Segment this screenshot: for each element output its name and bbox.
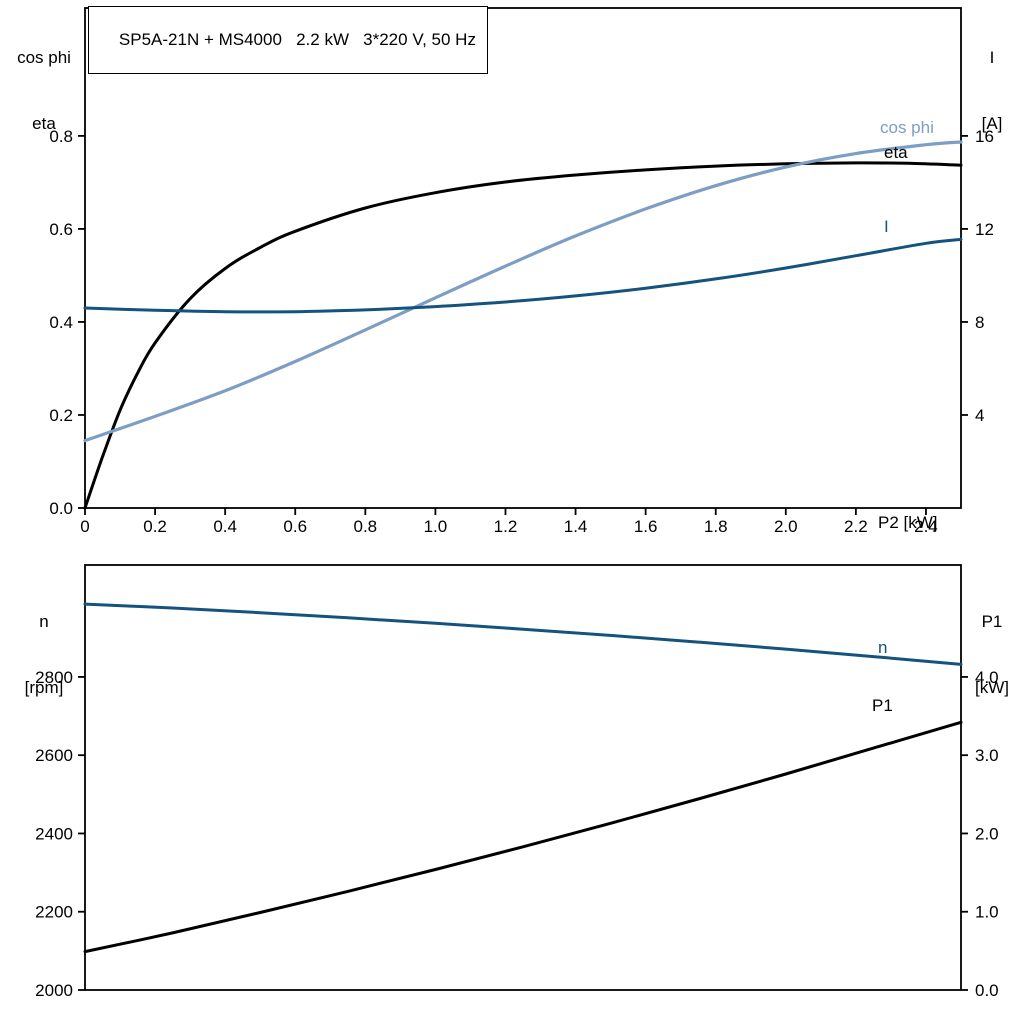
cos-phi-curve-label: cos phi — [880, 118, 934, 137]
eta-axis-label: eta — [32, 114, 56, 133]
chart-title: SP5A-21N + MS4000 2.2 kW 3*220 V, 50 Hz — [118, 30, 476, 49]
x-axis-tick-label: 0.4 — [213, 517, 237, 536]
right-axis-tick-label: 4 — [975, 406, 984, 425]
right-axis-tick-label: 2.0 — [975, 824, 999, 843]
x-axis-tick-label: 0.2 — [143, 517, 167, 536]
current-unit-label: [A] — [981, 114, 1003, 133]
left-axis-tick-label: 2600 — [35, 746, 73, 765]
motor-electrical-panel-frame — [84, 7, 962, 509]
curve-i — [83, 237, 963, 314]
x-axis-tick-label: 0.6 — [283, 517, 307, 536]
curve-eta — [83, 161, 963, 510]
left-axis-tick-label: 0.8 — [49, 127, 73, 146]
cos-phi-axis-label: cos phi — [17, 48, 71, 67]
x-axis-title: P2 [kW] — [878, 513, 938, 532]
left-axis-tick-label: 0.4 — [49, 313, 73, 332]
left-axis-tick-label: 2800 — [35, 668, 73, 687]
x-axis-tick-label: 2.4 — [914, 517, 938, 536]
right-axis-tick-label: 4.0 — [975, 668, 999, 687]
chart-title-box: SP5A-21N + MS4000 2.2 kW 3*220 V, 50 Hz — [88, 6, 488, 74]
left-axis-tick-label: 0.6 — [49, 220, 73, 239]
speed-curve-label: n — [878, 638, 888, 657]
x-axis-tick-label: 1.6 — [634, 517, 658, 536]
x-axis-tick-label: 1.4 — [564, 517, 588, 536]
curve-p1 — [83, 720, 963, 954]
speed-power-panel-frame — [84, 564, 962, 991]
power-axis-label: P1 — [981, 612, 1003, 631]
x-axis-tick-label: 0.8 — [353, 517, 377, 536]
x-axis-tick-label: 0 — [80, 517, 89, 536]
right-axis-tick-label: 3.0 — [975, 746, 999, 765]
x-axis-tick-label: 1.0 — [424, 517, 448, 536]
right-axis-tick-label: 1.0 — [975, 903, 999, 922]
x-axis-tick-label: 2.0 — [774, 517, 798, 536]
left-axis-tick-label: 0.2 — [49, 406, 73, 425]
right-axis-tick-label: 0.0 — [975, 981, 999, 1000]
eta-curve-label: eta — [884, 143, 908, 162]
speed-unit-label: [rpm] — [24, 678, 64, 697]
curve-n — [83, 602, 963, 666]
left-axis-tick-label: 2200 — [35, 903, 73, 922]
right-axis-tick-label: 8 — [975, 313, 984, 332]
right-axis-tick-label: 16 — [975, 127, 994, 146]
x-axis-tick-label: 2.2 — [844, 517, 868, 536]
left-axis-title-bottom: n [rpm] — [2, 567, 86, 743]
curve-cos-phi — [83, 140, 963, 443]
right-axis-title-bottom: P1 [kW] — [962, 567, 1022, 743]
power-curve-label: P1 — [872, 696, 893, 715]
left-axis-title-top: cos phi eta — [2, 3, 86, 179]
left-axis-tick-label: 2400 — [35, 824, 73, 843]
current-curve-label: I — [884, 217, 889, 236]
left-axis-tick-label: 0.0 — [49, 499, 73, 518]
right-axis-title-top: I [A] — [962, 3, 1022, 179]
power-unit-label: [kW] — [975, 678, 1009, 697]
speed-axis-label: n — [39, 612, 49, 631]
x-axis-tick-label: 1.2 — [494, 517, 518, 536]
current-axis-label: I — [989, 48, 995, 67]
x-axis-tick-label: 1.8 — [704, 517, 728, 536]
left-axis-tick-label: 2000 — [35, 981, 73, 1000]
right-axis-tick-label: 12 — [975, 220, 994, 239]
